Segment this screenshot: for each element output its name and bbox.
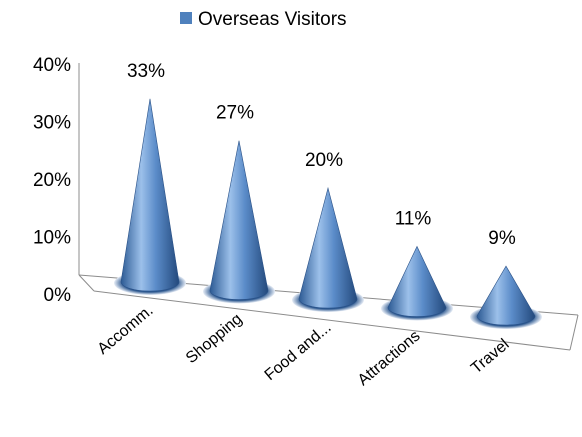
legend: Overseas Visitors xyxy=(180,9,347,30)
cone-mark xyxy=(298,186,358,309)
floor-left-edge xyxy=(78,274,95,292)
data-labels: 33% 27% 20% 11% 9% xyxy=(127,61,516,249)
cone-series xyxy=(114,98,542,329)
legend-swatch xyxy=(180,12,192,24)
category-label: Food and... xyxy=(262,319,335,384)
data-label: 9% xyxy=(488,228,516,249)
y-tick-label: 20% xyxy=(33,170,71,191)
cone-mark xyxy=(476,265,536,326)
legend-label: Overseas Visitors xyxy=(198,9,347,30)
data-label: 20% xyxy=(305,150,343,171)
category-label: Accomm. xyxy=(95,302,157,358)
cone-mark xyxy=(209,140,269,300)
category-label: Attractions xyxy=(355,328,424,390)
data-label: 27% xyxy=(216,103,254,124)
floor-front-edge xyxy=(93,290,571,351)
category-label: Travel xyxy=(468,336,513,377)
y-axis-ticks: 0% 10% 20% 30% 40% xyxy=(33,55,71,306)
cone-mark xyxy=(120,98,180,292)
y-tick-label: 0% xyxy=(44,285,72,306)
data-label: 33% xyxy=(127,61,165,82)
floor-right-edge xyxy=(569,314,579,351)
data-label: 11% xyxy=(395,208,432,229)
category-label: Shopping xyxy=(183,311,246,367)
y-tick-label: 40% xyxy=(33,55,71,76)
cone-mark xyxy=(387,245,447,317)
y-tick-label: 30% xyxy=(33,113,71,134)
y-tick-label: 10% xyxy=(33,228,71,249)
category-labels: Accomm. Shopping Food and... Attractions Tra… xyxy=(95,302,513,389)
